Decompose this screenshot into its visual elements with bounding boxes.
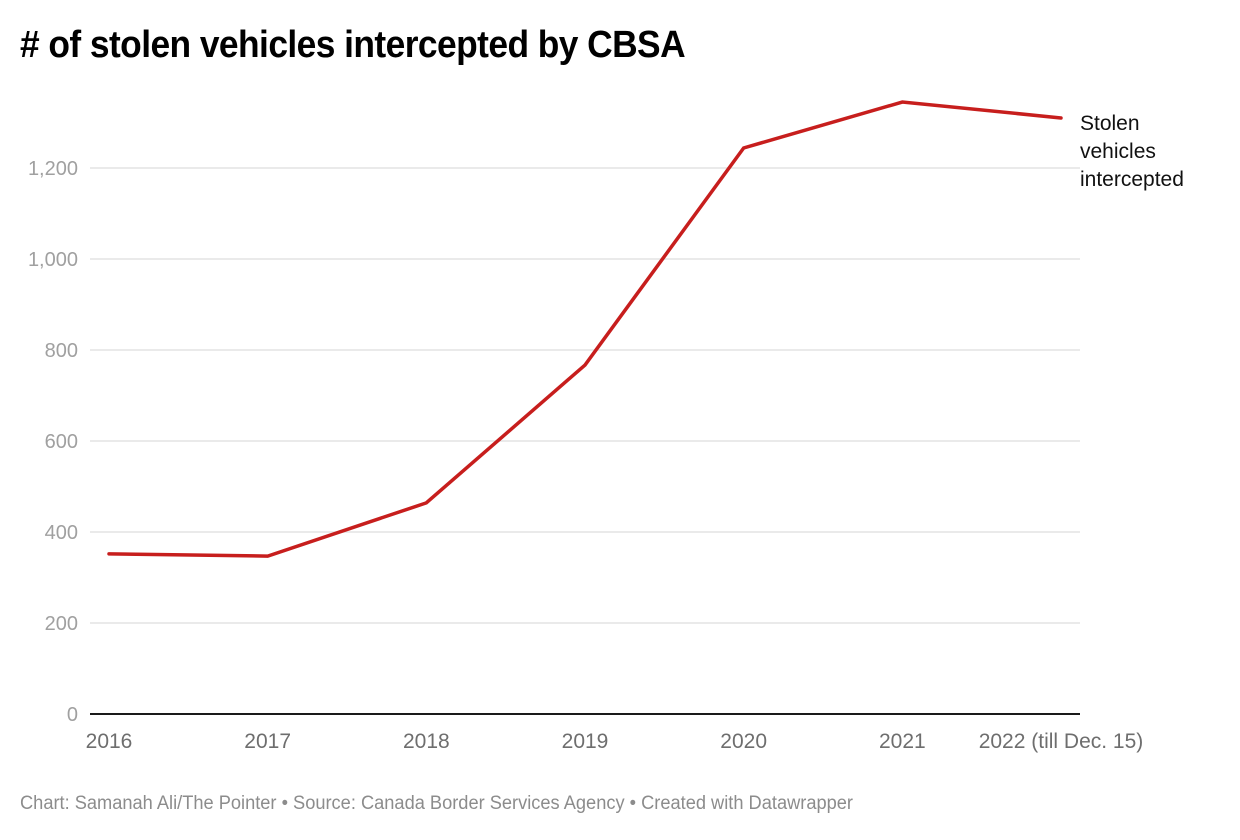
y-tick-label: 400 [45,522,78,544]
chart-title: # of stolen vehicles intercepted by CBSA [20,24,686,66]
x-axis-ticks: 2016 2017 2018 2019 2020 2021 2022 (till Dec. … [86,730,1144,753]
x-tick-label: 2020 [720,730,767,753]
x-tick-label: 2021 [879,730,926,753]
series-label-line: vehicles [1080,140,1156,163]
series-label: Stolen vehicles intercepted [1080,112,1184,191]
y-axis-ticks: 0 200 400 600 800 1,000 1,200 [28,158,78,726]
x-tick-label: 2018 [403,730,450,753]
chart-footer-credits: Chart: Samanah Ali/The Pointer • Source:… [20,793,853,814]
series-line-stolen-vehicles[interactable] [107,100,1063,558]
series-label-line: intercepted [1080,168,1184,191]
x-tick-label: 2022 (till Dec. 15) [979,730,1144,753]
series-layer [107,100,1063,558]
x-tick-label: 2016 [86,730,133,753]
y-tick-label: 800 [45,340,78,362]
x-tick-label: 2017 [244,730,291,753]
gridlines [90,167,1080,624]
y-tick-label: 200 [45,613,78,635]
series-label-line: Stolen [1080,112,1140,135]
y-tick-label: 1,200 [28,158,78,180]
x-tick-label: 2019 [562,730,609,753]
y-tick-label: 1,000 [28,249,78,271]
y-tick-label: 0 [67,704,78,726]
y-tick-label: 600 [45,431,78,453]
